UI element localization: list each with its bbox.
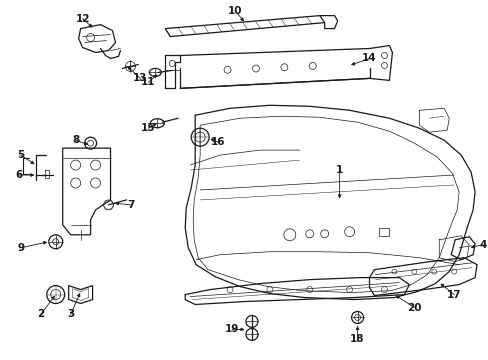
Text: 20: 20 bbox=[406, 302, 421, 312]
Text: 8: 8 bbox=[72, 135, 79, 145]
Text: 7: 7 bbox=[126, 200, 134, 210]
Text: 9: 9 bbox=[17, 243, 24, 253]
Text: 13: 13 bbox=[133, 73, 147, 84]
Bar bbox=[379, 228, 388, 236]
Text: 6: 6 bbox=[15, 170, 22, 180]
Text: 1: 1 bbox=[335, 165, 343, 175]
Text: 5: 5 bbox=[17, 150, 24, 160]
Text: 11: 11 bbox=[141, 77, 155, 87]
Text: 10: 10 bbox=[227, 6, 242, 15]
Text: 15: 15 bbox=[141, 123, 155, 133]
Circle shape bbox=[191, 128, 209, 146]
Text: 14: 14 bbox=[362, 54, 376, 63]
Text: 12: 12 bbox=[75, 14, 90, 24]
Text: 4: 4 bbox=[478, 240, 486, 250]
Text: 2: 2 bbox=[37, 310, 44, 319]
Text: 19: 19 bbox=[224, 324, 239, 334]
Text: 17: 17 bbox=[446, 289, 461, 300]
Text: 3: 3 bbox=[67, 310, 74, 319]
Text: 16: 16 bbox=[210, 137, 225, 147]
Text: 18: 18 bbox=[349, 334, 364, 345]
